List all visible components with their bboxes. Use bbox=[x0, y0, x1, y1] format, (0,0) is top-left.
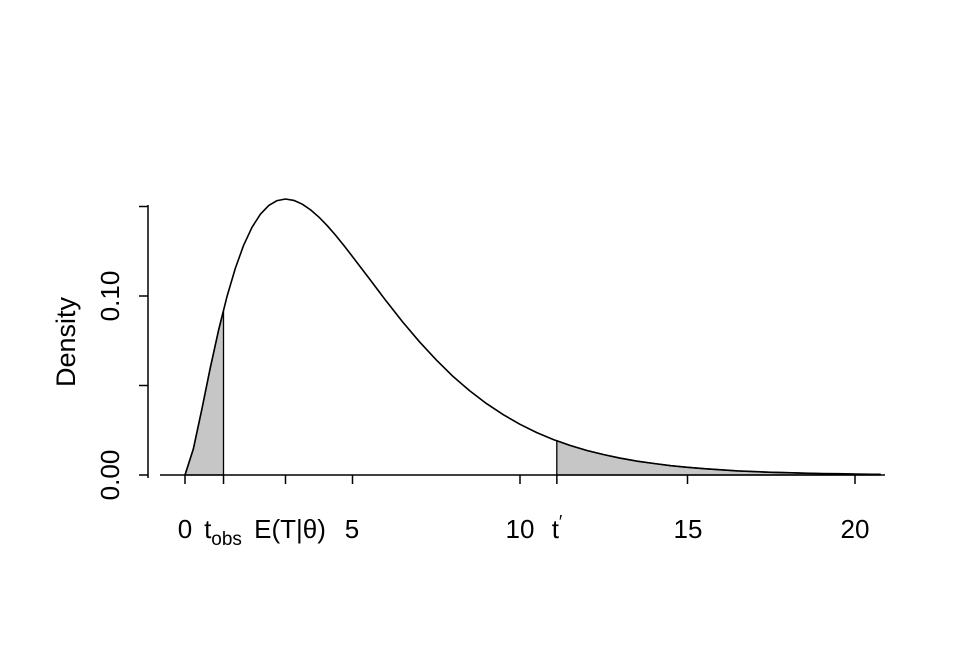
x-tick-label-20: 20 bbox=[841, 514, 870, 544]
x-tick-label-10: 10 bbox=[506, 514, 535, 544]
density-curve-group bbox=[184, 198, 881, 476]
x-tick-label-5: 5 bbox=[345, 514, 359, 544]
x-tick-label-0: 0 bbox=[178, 514, 192, 544]
marker-label-t-prime: t′ bbox=[552, 512, 563, 544]
marker-label-t-obs: tobs bbox=[204, 514, 242, 550]
t-prime-base: t bbox=[552, 514, 560, 544]
y-tick-label-000: 0.00 bbox=[95, 450, 125, 501]
t-obs-base: t bbox=[204, 514, 212, 544]
x-tick-label-15: 15 bbox=[674, 514, 703, 544]
t-prime-superscript: ′ bbox=[559, 512, 563, 532]
density-curve bbox=[184, 198, 881, 476]
x-axis-ticks bbox=[184, 475, 856, 484]
y-axis-title: Density bbox=[51, 296, 81, 387]
marker-label-expected-value: E(T|θ) bbox=[254, 514, 326, 544]
y-axis-ticks bbox=[139, 205, 148, 476]
marker-ticks bbox=[222, 475, 558, 484]
y-tick-label-010: 0.10 bbox=[95, 271, 125, 322]
shaded-regions bbox=[184, 309, 881, 476]
t-obs-subscript: obs bbox=[211, 529, 242, 550]
